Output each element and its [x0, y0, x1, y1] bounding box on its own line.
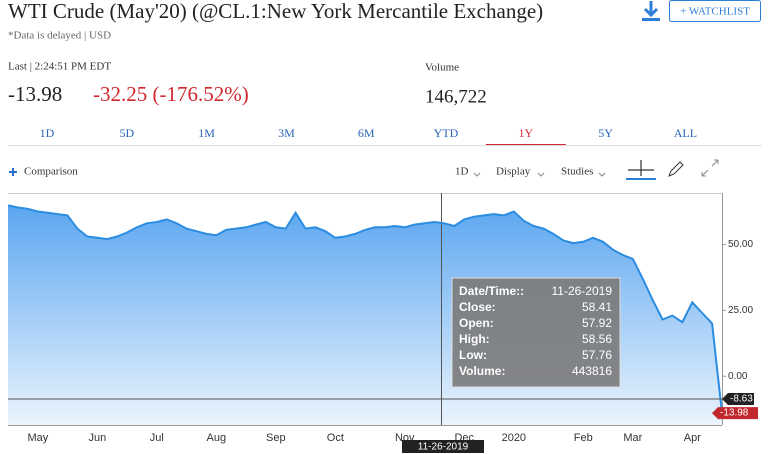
y-tick-label: 0.00 [728, 371, 748, 382]
draw-tool[interactable] [668, 161, 684, 177]
tooltip-value: 58.56 [582, 332, 612, 346]
range-tab[interactable]: 5D [119, 126, 134, 140]
comparison[interactable]: Comparison [24, 166, 78, 178]
last-value-tag [712, 407, 758, 420]
volume-label: Volume [425, 62, 459, 74]
range-tab[interactable]: 3M [278, 126, 295, 140]
range-tab[interactable]: YTD [434, 126, 459, 140]
tooltip-value: 58.41 [582, 300, 612, 314]
x-tick-label: Sep [266, 432, 286, 444]
crosshair-tool[interactable] [626, 160, 656, 180]
y-tick-label: 25.00 [728, 305, 753, 316]
tooltip-value: 57.76 [582, 348, 612, 362]
x-tick-label: Feb [574, 432, 593, 444]
x-tick-label: May [27, 432, 48, 444]
x-tick-label: 2020 [502, 432, 526, 444]
range-tabs: 1D 5D 1M 3M 6M YTD 1Y 5Y ALL [40, 126, 697, 146]
range-tab[interactable]: 1D [40, 126, 55, 140]
x-tick-label: Aug [207, 432, 227, 444]
crosshair-date-box [402, 440, 484, 453]
range-tab[interactable]: 1M [198, 126, 215, 140]
chevron [473, 172, 481, 177]
crosshair-value-tag [722, 392, 754, 405]
x-tick-label: Mar [623, 432, 642, 444]
expand-tool[interactable] [701, 159, 719, 177]
tooltip-label: Low: [459, 348, 487, 362]
last-value: -13.98 [720, 408, 749, 419]
watchlist-button[interactable] [669, 0, 761, 22]
download-arrow [643, 1, 659, 18]
tooltip-label: Volume: [459, 364, 505, 378]
range-tab[interactable]: 6M [358, 126, 375, 140]
tooltip-value: 57.92 [582, 316, 612, 330]
last-label: Last | 2:24:51 PM EDT [8, 61, 111, 73]
display-menu[interactable]: Display [496, 166, 531, 178]
last-price: -13.98 [8, 82, 62, 106]
watchlist-label[interactable]: + WATCHLIST [680, 6, 750, 18]
price-change: -32.25 (-176.52%) [93, 82, 249, 106]
tooltip-label: Date/Time:: [459, 284, 524, 298]
x-tick-label: Jun [88, 432, 106, 444]
chevron [537, 172, 545, 177]
crosshair-value: -8.63 [730, 394, 753, 405]
title: WTI Crude (May'20) (@CL.1:New York Merca… [8, 0, 543, 23]
download-icon[interactable] [640, 0, 662, 22]
tooltip-value: 443816 [572, 364, 612, 378]
price-line [7, 204, 723, 414]
y-tick-label: 50.00 [728, 239, 753, 250]
interval-menu[interactable]: 1D [455, 166, 469, 178]
volume-value: 146,722 [425, 86, 487, 107]
tooltip-label: Open: [459, 316, 494, 330]
delayed-note: *Data is delayed | USD [8, 30, 111, 42]
range-tab[interactable]: 5Y [598, 126, 613, 140]
range-tab[interactable]: ALL [674, 126, 697, 140]
studies-menu[interactable]: Studies [561, 166, 593, 178]
tooltip [451, 277, 621, 388]
tooltip-value: 11-26-2019 [552, 284, 613, 298]
range-tab[interactable]: 1Y [518, 126, 533, 140]
x-tick-label: Jul [150, 432, 164, 444]
crosshair-date: 11-26-2019 [418, 442, 469, 453]
chevron [598, 172, 606, 177]
x-tick-label: Oct [327, 432, 344, 444]
crosshair-icon [628, 160, 654, 176]
tooltip-label: Close: [459, 300, 496, 314]
x-tick-label: Apr [684, 432, 701, 444]
tooltip-label: High: [459, 332, 490, 346]
comparison-plus[interactable] [9, 168, 17, 176]
